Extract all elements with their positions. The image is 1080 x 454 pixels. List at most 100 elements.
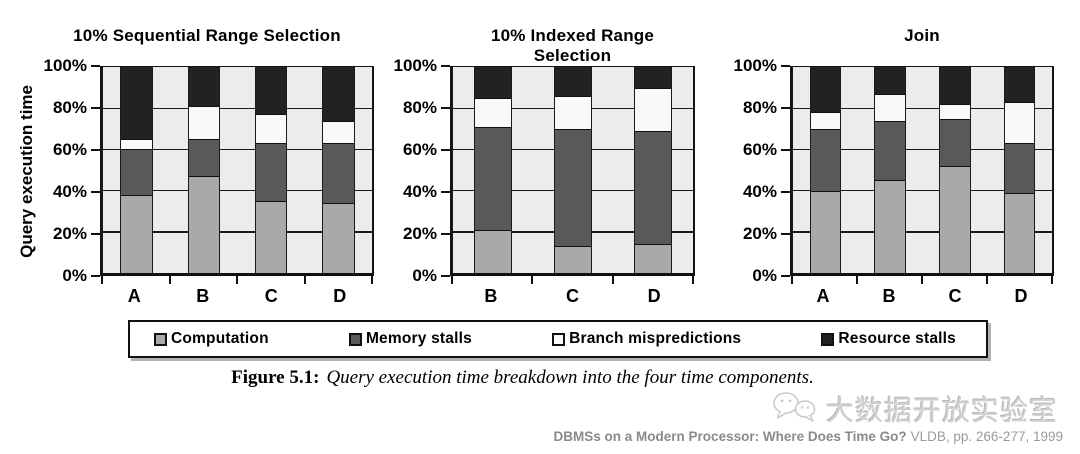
segment-memory-stalls: [810, 128, 841, 191]
y-tick-mark: [91, 65, 100, 67]
plot-gap: [969, 67, 1004, 273]
legend-swatch-resource-stalls: [821, 332, 835, 346]
y-tick-mark: [781, 191, 790, 193]
plot-gap: [511, 67, 553, 273]
y-tick-mark: [781, 149, 790, 151]
x-tick-mark: [1051, 276, 1053, 284]
chart-title: 10% Sequential Range Selection: [73, 26, 341, 45]
x-tick-mark: [791, 276, 793, 284]
legend-item-memory-stalls: Memory stalls: [348, 330, 472, 348]
bar-C: [254, 67, 287, 273]
plot-gap: [219, 67, 255, 273]
bar-C: [939, 67, 970, 273]
y-tick-mark: [91, 149, 100, 151]
x-category-label: D: [647, 285, 661, 306]
y-tick-label: 0%: [412, 266, 437, 285]
caption-text: Query execution time breakdown into the …: [326, 367, 814, 388]
gridline: [792, 148, 1052, 151]
chart-body: 100% 80% 60% 40% 20% 0%: [390, 56, 695, 285]
y-axis: 100% 80% 60% 40% 20% 0%: [390, 56, 450, 285]
gridline: [792, 189, 1052, 192]
figure-caption: Figure 5.1: Query execution time breakdow…: [150, 367, 895, 389]
segment-computation: [810, 190, 841, 273]
y-axis-title: Query execution time: [17, 84, 36, 258]
plot-area: [100, 66, 374, 284]
segment-memory-stalls: [474, 126, 512, 230]
y-tick-label: 20%: [402, 224, 437, 243]
caption-number: Figure 5.1:: [231, 367, 320, 388]
legend: Computation Memory stalls Branch mispredic…: [128, 320, 988, 358]
x-tick-mark: [101, 276, 103, 284]
bar-B: [874, 67, 905, 273]
segment-resource-stalls: [121, 67, 152, 140]
plot-gap: [792, 67, 810, 273]
segment-resource-stalls: [554, 67, 592, 96]
plot-gap: [102, 67, 120, 273]
y-tick-label: 40%: [742, 182, 777, 201]
x-tick-mark: [303, 276, 306, 284]
plot-area: [790, 66, 1054, 284]
x-category-label: B: [484, 285, 498, 306]
segment-branch-mispredictions: [940, 104, 970, 119]
segment-memory-stalls: [255, 143, 287, 201]
plot-gap: [591, 67, 633, 273]
y-tick-mark: [91, 233, 100, 235]
segment-computation: [634, 244, 672, 273]
plot-area: [450, 66, 695, 284]
gridline: [792, 107, 1052, 109]
chart-sequential-range-selection: 10% Sequential Range Selection Query exe…: [14, 14, 374, 316]
segment-computation: [323, 202, 354, 273]
chart-indexed-range-selection: 10% Indexed Range Selection 100% 80% 60% 40…: [390, 14, 695, 316]
y-tick-label: 20%: [52, 224, 87, 243]
y-tick-mark: [781, 107, 790, 109]
segment-resource-stalls: [188, 67, 220, 107]
x-category-label: C: [566, 285, 579, 306]
chart-title: Join: [904, 26, 940, 45]
watermark: 大数据开放实验室: [772, 388, 1058, 429]
y-tick-label: 80%: [402, 98, 437, 117]
y-tick-label: 60%: [402, 140, 437, 159]
segment-branch-mispredictions: [323, 120, 354, 144]
x-axis-labels: B C D: [450, 276, 695, 316]
legend-label: Memory stalls: [365, 330, 472, 347]
y-tick-label: 0%: [62, 266, 87, 285]
x-category-label: C: [264, 285, 278, 306]
segment-resource-stalls: [474, 67, 512, 98]
y-tick-label: 40%: [402, 182, 437, 201]
gridline: [102, 189, 372, 192]
segment-computation: [554, 246, 592, 273]
y-tick-mark: [781, 65, 790, 67]
x-tick-mark: [692, 276, 694, 284]
y-tick-label: 40%: [52, 182, 87, 201]
segment-memory-stalls: [940, 118, 970, 166]
legend-swatch-memory-stalls: [348, 332, 362, 346]
x-category-label: A: [127, 285, 141, 306]
segment-memory-stalls: [188, 139, 220, 177]
chart-join: Join 100% 80% 60% 40% 20% 0% A B C D: [730, 14, 1054, 316]
y-tick-label: 80%: [52, 98, 87, 117]
y-tick-mark: [441, 107, 450, 109]
x-tick-mark: [168, 276, 171, 284]
segment-branch-mispredictions: [875, 93, 905, 121]
segment-computation: [875, 180, 905, 273]
x-tick-mark: [856, 276, 858, 284]
segment-resource-stalls: [810, 67, 841, 113]
y-axis: 100% 80% 60% 40% 20% 0%: [730, 56, 790, 285]
segment-resource-stalls: [940, 67, 970, 105]
citation: DBMSs on a Modern Processor: Where Does …: [554, 429, 1063, 444]
chart-body: 100% 80% 60% 40% 20% 0%: [730, 56, 1054, 285]
plot-gap: [671, 67, 693, 273]
y-axis: 100% 80% 60% 40% 20% 0%: [40, 56, 100, 285]
chart-title: 10% Indexed Range Selection: [490, 26, 655, 65]
bar-A: [809, 67, 841, 273]
segment-branch-mispredictions: [474, 97, 512, 127]
x-category-label: D: [333, 285, 347, 306]
segment-memory-stalls: [1004, 143, 1035, 193]
y-tick-mark: [441, 275, 450, 277]
x-tick-mark: [451, 276, 453, 284]
bar-B: [187, 67, 220, 273]
plot-gap: [904, 67, 939, 273]
legend-label: Branch mispredictions: [569, 330, 742, 347]
segment-branch-mispredictions: [634, 87, 672, 131]
